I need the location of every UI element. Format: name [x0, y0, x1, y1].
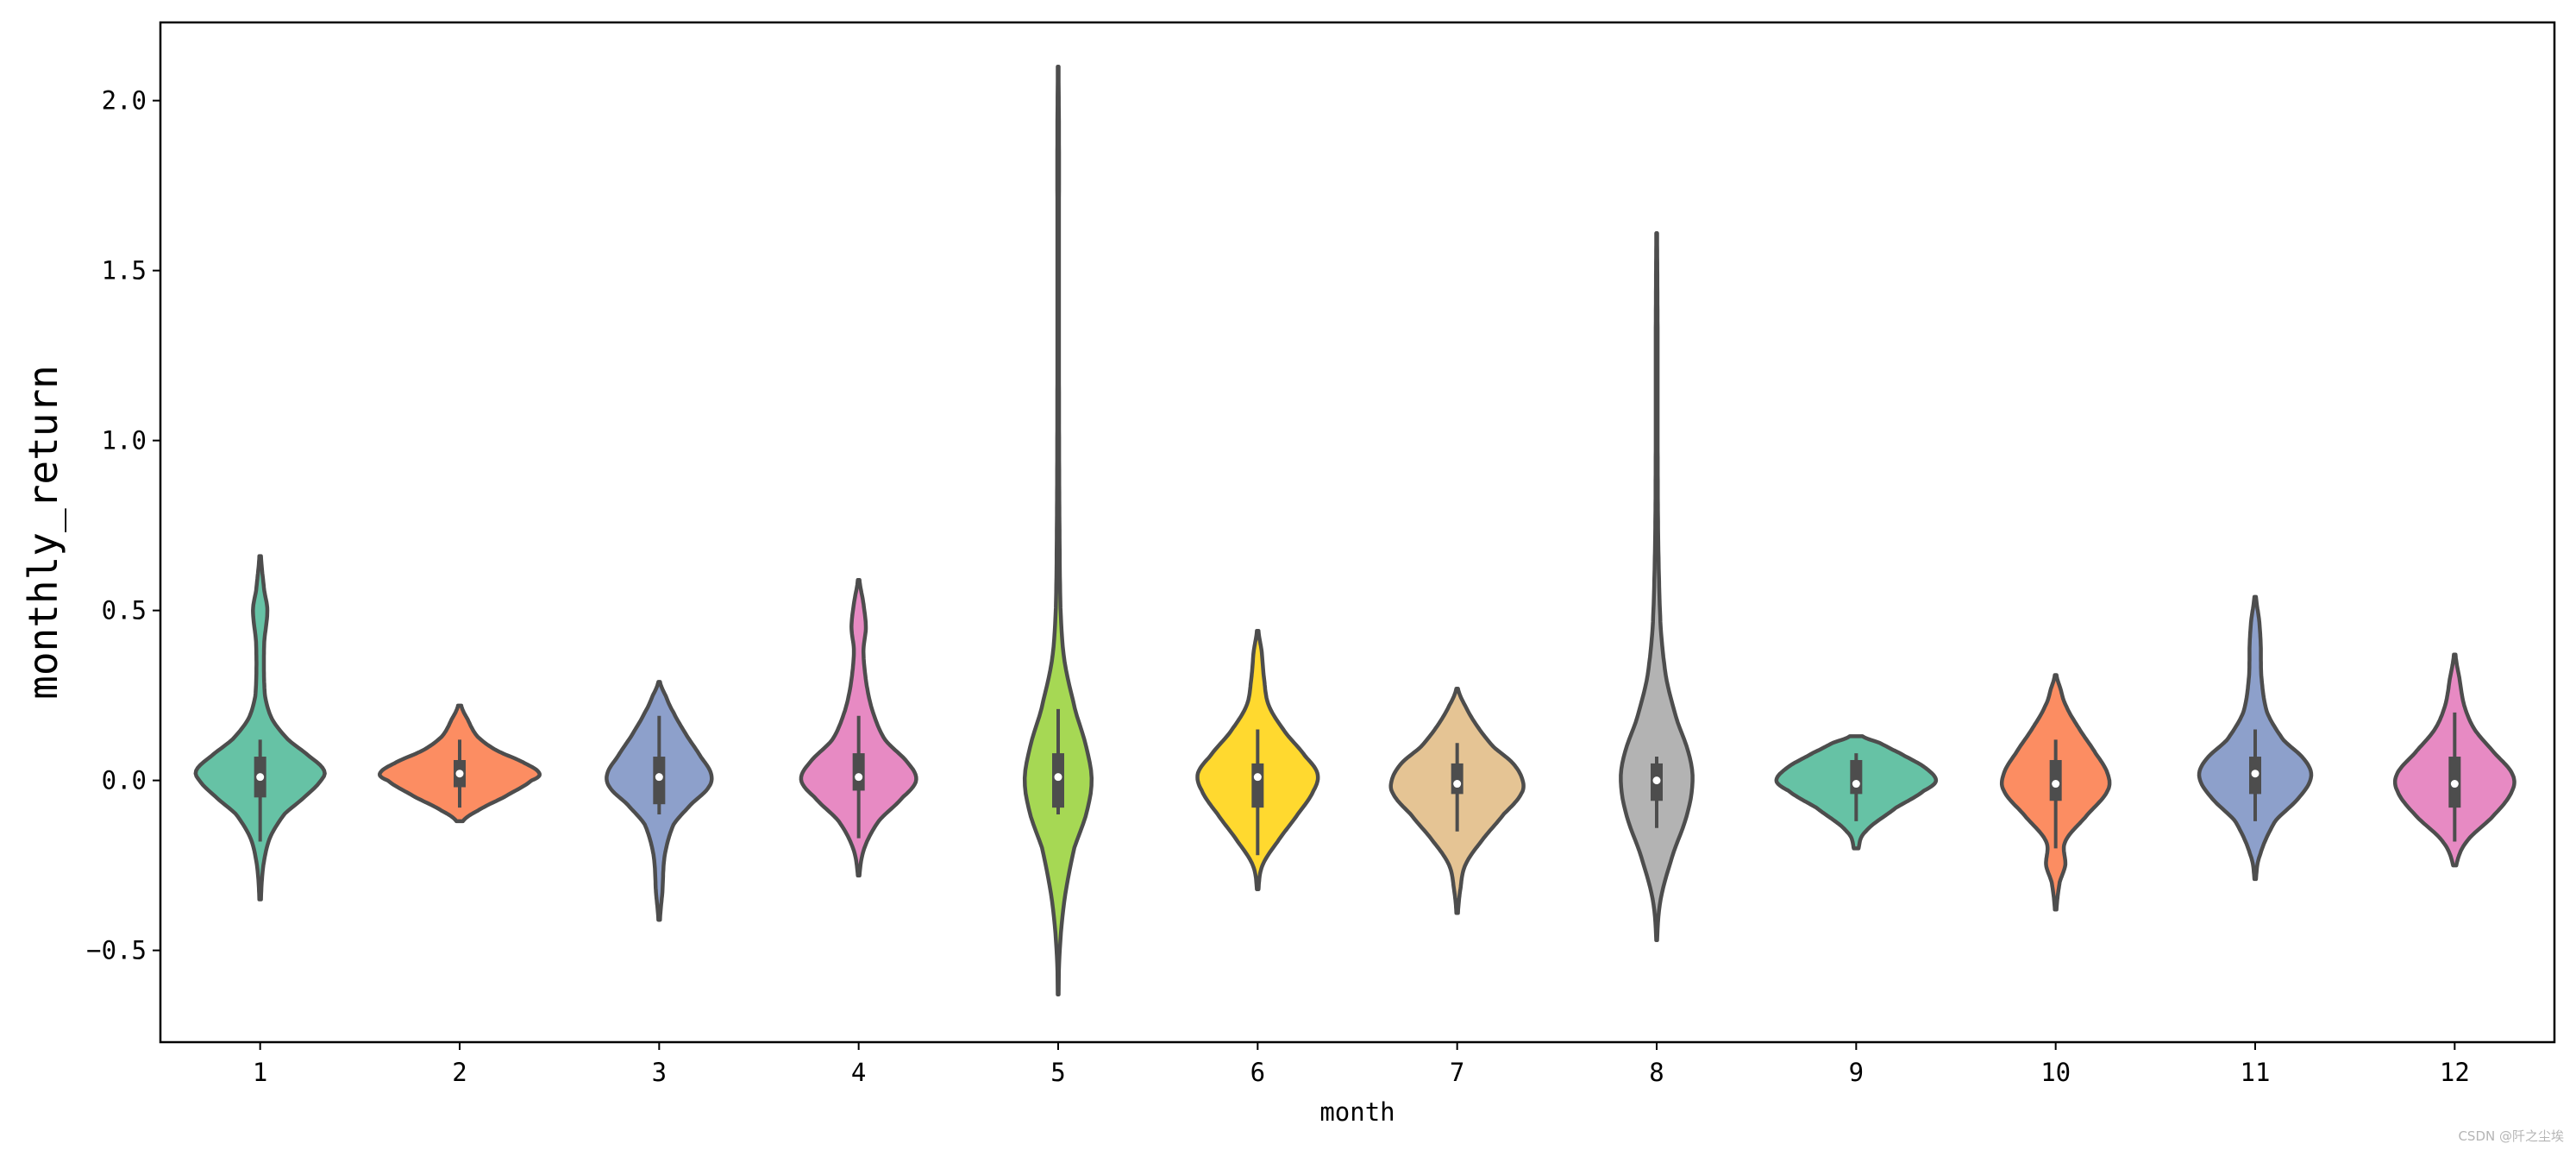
violin-median — [1652, 776, 1661, 785]
x-tick-label: 3 — [652, 1058, 667, 1087]
violin-group — [1388, 686, 1526, 915]
violin-iqr-box — [852, 753, 865, 791]
violin-median — [2450, 780, 2459, 789]
violin-body — [1619, 231, 1695, 943]
y-tick-label: 1.0 — [102, 426, 147, 456]
y-tick-label: 1.5 — [102, 256, 147, 286]
x-tick-label: 8 — [1649, 1058, 1664, 1087]
violin-median — [2251, 770, 2259, 778]
watermark: CSDN @阡之尘埃 — [2458, 1128, 2564, 1144]
violin-layer — [193, 64, 2516, 997]
violin-group — [799, 577, 918, 878]
violin-group — [1999, 673, 2112, 912]
x-axis-ticks: 1 2 3 4 5 6 7 8 9 10 11 12 — [253, 1042, 2470, 1087]
x-axis-title: month — [1319, 1097, 1395, 1127]
y-tick-label: 0.0 — [102, 766, 147, 795]
violin-median — [1852, 780, 1860, 789]
violin-median — [455, 770, 464, 778]
x-tick-label: 5 — [1050, 1058, 1065, 1087]
plot-frame — [159, 21, 2556, 1044]
violin-iqr-box — [1451, 763, 1463, 795]
violin-group — [1774, 734, 1939, 851]
violin-iqr-box — [1251, 763, 1264, 808]
violin-group — [1619, 231, 1695, 943]
violin-group — [605, 680, 714, 922]
violin-group — [378, 703, 542, 824]
violin-body — [193, 554, 327, 902]
y-axis-ticks: −0.5 0.0 0.5 1.0 1.5 2.0 — [86, 86, 160, 965]
violin-group — [193, 554, 327, 902]
y-axis-title: monthly_return — [20, 365, 66, 700]
x-tick-label: 11 — [2241, 1058, 2271, 1087]
violin-median — [855, 773, 863, 782]
y-tick-label: 0.5 — [102, 596, 147, 625]
x-tick-label: 6 — [1250, 1058, 1265, 1087]
x-tick-label: 1 — [253, 1058, 267, 1087]
violin-median — [256, 773, 265, 782]
violin-median — [655, 773, 663, 782]
violin-group — [2197, 594, 2314, 882]
violin-body — [1022, 64, 1094, 997]
x-tick-label: 10 — [2040, 1058, 2071, 1087]
x-tick-label: 9 — [1849, 1058, 1864, 1087]
violin-median — [1253, 773, 1262, 782]
x-tick-label: 2 — [452, 1058, 467, 1087]
violin-median — [1453, 780, 1462, 789]
violin-group — [1195, 629, 1320, 891]
x-tick-label: 4 — [851, 1058, 866, 1087]
violin-median — [1054, 773, 1062, 782]
y-tick-label: −0.5 — [86, 936, 147, 965]
x-tick-label: 12 — [2440, 1058, 2470, 1087]
violin-iqr-box — [1850, 759, 1863, 795]
x-tick-label: 7 — [1450, 1058, 1464, 1087]
y-tick-label: 2.0 — [102, 86, 147, 116]
violin-median — [2052, 780, 2060, 789]
violin-group — [2392, 652, 2516, 868]
violin-group — [1022, 64, 1094, 997]
